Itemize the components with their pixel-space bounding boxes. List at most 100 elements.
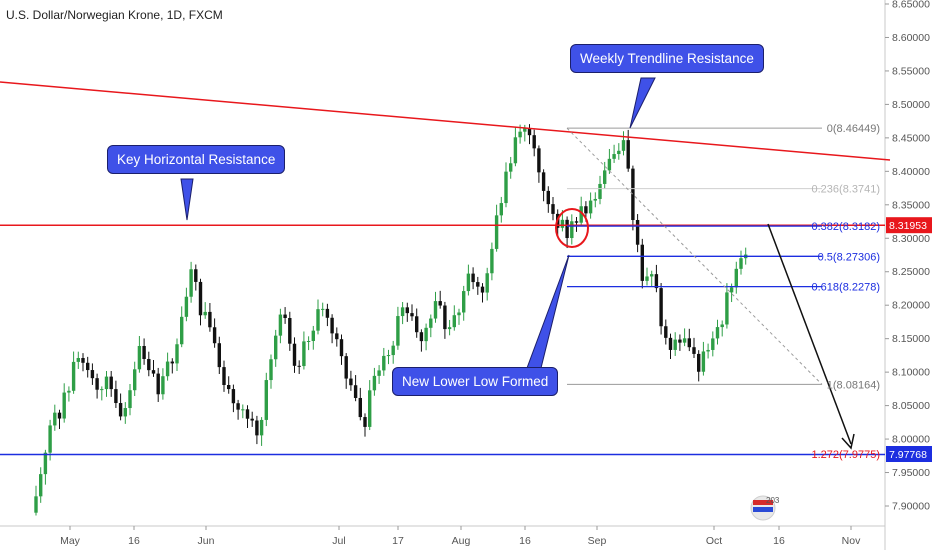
candle-body — [353, 385, 358, 398]
candle-body — [518, 131, 522, 138]
callout-key-horizontal: Key Horizontal Resistance — [107, 145, 286, 174]
fib-label: 0.236(8.3741) — [812, 184, 881, 196]
fibonacci-labels: 0(8.46449) 0.236(8.3741) 0.382(8.3182) 0.5(… — [812, 123, 881, 461]
x-tick-label: Nov — [842, 535, 861, 547]
candle-body — [598, 183, 602, 199]
candle-body — [650, 274, 654, 277]
candle-body — [123, 408, 127, 417]
candle-body — [330, 317, 334, 334]
y-tick-label: 8.10000 — [892, 367, 930, 379]
candle-body — [499, 203, 503, 216]
x-tick-label: Sep — [588, 535, 607, 547]
callout-lower-low: New Lower Low Formed — [392, 367, 559, 396]
y-tick-label: 7.90000 — [892, 501, 930, 513]
candle-body — [560, 219, 565, 228]
candle-body — [612, 154, 616, 159]
candle-body — [570, 221, 574, 239]
candle-body — [640, 244, 644, 281]
candle-body — [739, 258, 743, 269]
candle-body — [114, 389, 118, 404]
candle-body — [208, 311, 212, 328]
candle-body — [344, 356, 348, 379]
fib-label: 1(8.08164) — [827, 379, 880, 391]
candle-body — [452, 315, 456, 328]
candle-body — [156, 373, 160, 395]
candle-body — [335, 333, 339, 340]
candle-body — [584, 206, 588, 214]
candle-body — [697, 353, 701, 372]
candle-body — [71, 361, 76, 391]
candle-body — [447, 327, 452, 330]
candle-body — [259, 419, 264, 436]
projection-arrow-line — [767, 223, 852, 445]
candle-body — [466, 273, 471, 292]
candle-body — [480, 286, 485, 293]
time-axis[interactable]: May 16 Jun Jul 17 Aug 16 Sep Oct 16 Nov — [60, 526, 861, 547]
candle-body — [297, 365, 301, 367]
candle-body — [438, 301, 442, 306]
fib-label: 0.618(8.2278) — [812, 282, 881, 294]
candle-body — [429, 318, 433, 328]
candle-body — [170, 361, 174, 364]
candle-body — [128, 390, 132, 409]
candle-body — [720, 324, 724, 328]
candle-body — [603, 170, 607, 184]
candle-body — [368, 390, 372, 427]
candle-body — [48, 425, 52, 453]
candle-body — [433, 301, 438, 319]
price-axis[interactable]: 8.65000 8.60000 8.55000 8.50000 8.45000 8.400… — [885, 0, 930, 513]
candle-body — [701, 351, 706, 372]
candle-body — [424, 327, 428, 342]
candle-body — [302, 341, 306, 367]
x-tick-label: 17 — [392, 535, 404, 547]
candle-body — [217, 343, 221, 368]
x-tick-label: 16 — [773, 535, 785, 547]
candle-body — [269, 359, 273, 381]
candle-body — [494, 215, 499, 249]
x-tick-label: Oct — [706, 535, 722, 547]
candle-body — [86, 362, 90, 371]
candle-body — [682, 338, 687, 343]
candle-body — [67, 390, 71, 393]
candle-body — [222, 367, 226, 386]
candle-body — [339, 339, 344, 357]
candle-body — [288, 318, 292, 344]
candle-body — [292, 343, 297, 366]
candle-body — [34, 496, 38, 513]
candle-body — [175, 344, 179, 364]
candle-body — [476, 282, 480, 287]
candle-body — [391, 345, 395, 356]
candle-body — [161, 376, 165, 395]
x-tick-label: Jun — [198, 535, 215, 547]
price-badge-bg — [886, 243, 932, 260]
candle-body — [203, 311, 207, 316]
candle-body — [151, 370, 156, 374]
candle-body — [189, 269, 193, 297]
candle-body — [142, 346, 146, 359]
candle-body — [62, 392, 66, 419]
y-tick-label: 8.15000 — [892, 333, 930, 345]
candle-body — [236, 403, 240, 410]
x-tick-label: May — [60, 535, 81, 547]
candle-body — [579, 206, 583, 223]
candle-body — [551, 204, 555, 214]
candle-body — [90, 370, 95, 379]
candle-body — [565, 219, 569, 239]
candle-body — [631, 168, 635, 221]
svg-text:203: 203 — [766, 496, 780, 505]
candle-body — [659, 288, 663, 327]
candles — [34, 124, 748, 516]
x-tick-label: 16 — [128, 535, 140, 547]
candle-body — [645, 276, 649, 281]
candle-body — [363, 417, 367, 427]
x-tick-label: 16 — [519, 535, 531, 547]
candle-body — [212, 327, 217, 344]
candle-body — [673, 339, 677, 350]
candle-body — [76, 358, 80, 362]
candle-body — [283, 314, 287, 319]
candle-body — [81, 358, 85, 363]
candle-body — [485, 273, 489, 293]
price-badge-label: 7.97768 — [889, 449, 927, 461]
